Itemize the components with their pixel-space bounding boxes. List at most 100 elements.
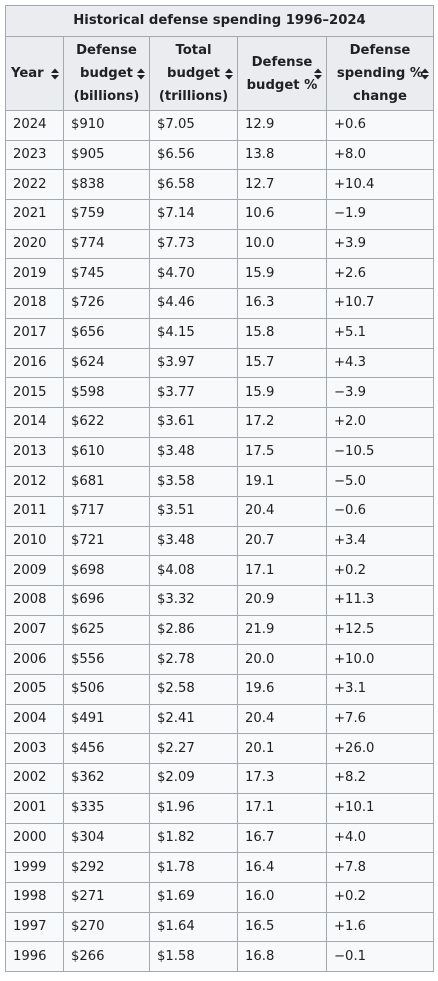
cell-year: 2012: [5, 466, 64, 497]
cell-total-budget: $2.41: [149, 703, 238, 735]
table-row: 2018 $726 $4.46 16.3 +10.7: [5, 288, 434, 319]
cell-total-budget: $7.73: [149, 228, 238, 260]
cell-defense-spending-change: +0.6: [326, 110, 434, 141]
sort-up-down-icon[interactable]: [314, 68, 322, 79]
cell-defense-spending-change: +5.1: [326, 317, 434, 349]
cell-defense-spending-change: +10.4: [326, 169, 434, 201]
column-header-year[interactable]: Year: [5, 36, 64, 111]
sort-up-down-icon[interactable]: [421, 68, 429, 79]
cell-defense-budget: $610: [63, 436, 150, 468]
cell-total-budget: $1.69: [149, 881, 238, 913]
cell-defense-budget: $292: [63, 852, 150, 883]
sort-up-down-icon[interactable]: [51, 68, 59, 79]
cell-defense-spending-change: +10.0: [326, 644, 434, 676]
defense-spending-table: Historical defense spending 1996–2024 Ye…: [5, 5, 434, 972]
cell-defense-budget-percent: 15.7: [237, 347, 327, 379]
cell-year: 2016: [5, 347, 64, 379]
table-row: 2008 $696 $3.32 20.9 +11.3: [5, 585, 434, 616]
cell-year: 2022: [5, 169, 64, 201]
cell-year: 2014: [5, 406, 64, 438]
cell-defense-budget-percent: 21.9: [237, 614, 327, 646]
table-row: 2014 $622 $3.61 17.2 +2.0: [5, 406, 434, 438]
cell-total-budget: $3.97: [149, 347, 238, 379]
cell-defense-spending-change: +4.0: [326, 822, 434, 854]
cell-defense-budget: $270: [63, 911, 150, 943]
cell-total-budget: $3.61: [149, 406, 238, 438]
column-header-label: Defense budget (billions): [74, 39, 140, 108]
cell-defense-budget-percent: 17.1: [237, 555, 327, 586]
sort-up-down-icon[interactable]: [137, 68, 145, 79]
cell-defense-budget-percent: 17.1: [237, 792, 327, 824]
table-row: 2003 $456 $2.27 20.1 +26.0: [5, 733, 434, 765]
cell-total-budget: $1.58: [149, 941, 238, 972]
table-row: 2012 $681 $3.58 19.1 −5.0: [5, 466, 434, 497]
cell-defense-spending-change: +2.6: [326, 258, 434, 290]
column-header-line: budget: [167, 66, 220, 81]
cell-defense-budget: $717: [63, 495, 150, 527]
cell-defense-budget: $905: [63, 139, 150, 171]
column-header-total-budget[interactable]: Total budget (trillions): [149, 36, 238, 111]
cell-defense-budget-percent: 20.4: [237, 703, 327, 735]
cell-year: 2017: [5, 317, 64, 349]
column-header-defense-budget[interactable]: Defense budget (billions): [63, 36, 150, 111]
cell-defense-budget: $456: [63, 733, 150, 765]
table-row: 2005 $506 $2.58 19.6 +3.1: [5, 674, 434, 705]
column-header-defense-spending-change[interactable]: Defense spending % change: [326, 36, 434, 111]
cell-defense-spending-change: +26.0: [326, 733, 434, 765]
cell-defense-spending-change: +2.0: [326, 406, 434, 438]
column-header-defense-budget-percent[interactable]: Defense budget %: [237, 36, 327, 111]
table-row: 2006 $556 $2.78 20.0 +10.0: [5, 644, 434, 676]
cell-total-budget: $3.58: [149, 466, 238, 497]
column-header-line: change: [353, 89, 407, 104]
cell-defense-spending-change: −1.9: [326, 199, 434, 230]
cell-defense-budget-percent: 12.7: [237, 169, 327, 201]
cell-defense-budget: $838: [63, 169, 150, 201]
table-row: 2017 $656 $4.15 15.8 +5.1: [5, 317, 434, 349]
cell-year: 1998: [5, 881, 64, 913]
cell-year: 2003: [5, 733, 64, 765]
cell-year: 2010: [5, 525, 64, 557]
cell-year: 2013: [5, 436, 64, 468]
cell-total-budget: $3.48: [149, 525, 238, 557]
cell-defense-budget-percent: 16.4: [237, 852, 327, 883]
cell-year: 2005: [5, 674, 64, 705]
cell-defense-budget-percent: 12.9: [237, 110, 327, 141]
cell-defense-spending-change: +10.1: [326, 792, 434, 824]
cell-defense-budget: $726: [63, 288, 150, 319]
cell-total-budget: $3.32: [149, 585, 238, 616]
header-row: Year Defense budget (billions) Total budget (t…: [5, 36, 434, 111]
column-header-line: spending %: [336, 66, 424, 81]
cell-total-budget: $4.08: [149, 555, 238, 586]
cell-total-budget: $7.14: [149, 199, 238, 230]
cell-defense-budget-percent: 17.2: [237, 406, 327, 438]
sort-up-down-icon[interactable]: [225, 68, 233, 79]
cell-defense-budget-percent: 15.9: [237, 258, 327, 290]
cell-year: 2009: [5, 555, 64, 586]
cell-defense-spending-change: −5.0: [326, 466, 434, 497]
cell-year: 2000: [5, 822, 64, 854]
cell-defense-budget: $304: [63, 822, 150, 854]
cell-defense-budget: $491: [63, 703, 150, 735]
cell-defense-spending-change: −3.9: [326, 377, 434, 408]
cell-total-budget: $4.46: [149, 288, 238, 319]
column-header-line: Total: [175, 43, 212, 58]
cell-year: 2021: [5, 199, 64, 230]
table-row: 2015 $598 $3.77 15.9 −3.9: [5, 377, 434, 408]
cell-year: 2018: [5, 288, 64, 319]
cell-total-budget: $2.86: [149, 614, 238, 646]
cell-defense-budget-percent: 16.7: [237, 822, 327, 854]
cell-defense-budget-percent: 10.0: [237, 228, 327, 260]
cell-total-budget: $2.09: [149, 763, 238, 794]
cell-defense-budget-percent: 15.9: [237, 377, 327, 408]
cell-defense-spending-change: +3.4: [326, 525, 434, 557]
cell-defense-budget-percent: 16.3: [237, 288, 327, 319]
cell-year: 2007: [5, 614, 64, 646]
cell-total-budget: $2.27: [149, 733, 238, 765]
cell-defense-budget: $698: [63, 555, 150, 586]
cell-total-budget: $7.05: [149, 110, 238, 141]
cell-year: 1996: [5, 941, 64, 972]
table-container: Historical defense spending 1996–2024 Ye…: [5, 5, 434, 972]
cell-defense-spending-change: +11.3: [326, 585, 434, 616]
table-row: 1998 $271 $1.69 16.0 +0.2: [5, 881, 434, 913]
cell-defense-spending-change: +3.1: [326, 674, 434, 705]
